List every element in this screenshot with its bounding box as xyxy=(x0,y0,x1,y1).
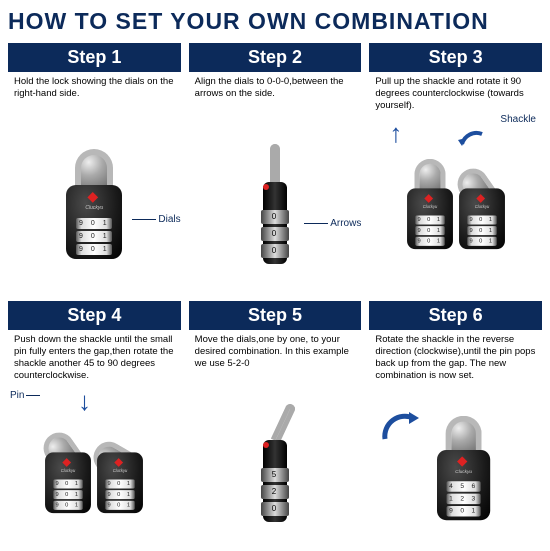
page-title: HOW TO SET YOUR OWN COMBINATION xyxy=(8,8,542,35)
step-header: Step 3 xyxy=(369,43,542,72)
steps-grid: Step 1 Hold the lock showing the dials o… xyxy=(8,43,542,551)
callout-pin: Pin xyxy=(10,390,40,401)
step-header: Step 5 xyxy=(189,301,362,330)
callout-dials: Dials xyxy=(132,214,180,225)
step-illustration: 5 2 0 xyxy=(189,374,362,551)
step-desc: Hold the lock showing the dials on the r… xyxy=(8,72,181,114)
step-1: Step 1 Hold the lock showing the dials o… xyxy=(8,43,181,293)
step-header: Step 2 xyxy=(189,43,362,72)
lock-icon: Cluckyu 9 0 19 0 19 0 1 xyxy=(96,423,145,513)
step-6: Step 6 Rotate the shackle in the reverse… xyxy=(369,301,542,551)
lock-side-icon: 5 2 0 xyxy=(261,402,289,522)
step-header: Step 6 xyxy=(369,301,542,330)
lock-side-icon: 0 0 0 xyxy=(261,144,289,264)
lock-icon: Cluckyu 4 5 6 1 2 3 9 0 1 xyxy=(435,416,492,521)
lock-icon: Cluckyu 9 0 1 9 0 1 9 0 1 xyxy=(64,149,124,259)
step-illustration: Cluckyu 4 5 6 1 2 3 9 0 1 xyxy=(369,386,542,551)
callout-shackle: Shackle xyxy=(500,114,536,125)
step-desc: Move the dials,one by one, to your desir… xyxy=(189,330,362,374)
step-desc: Push down the shackle until the small pi… xyxy=(8,330,181,386)
callout-arrows: Arrows xyxy=(304,218,361,229)
rotate-arrow-icon xyxy=(375,404,425,454)
step-2: Step 2 Align the dials to 0-0-0,between … xyxy=(189,43,362,293)
step-illustration: 0 0 0 Arrows xyxy=(189,114,362,293)
lock-icon: Cluckyu 9 0 19 0 19 0 1 xyxy=(44,423,93,513)
step-illustration: Cluckyu 9 0 19 0 19 0 1 Cluckyu 9 0 19 0… xyxy=(369,116,542,293)
step-desc: Align the dials to 0-0-0,between the arr… xyxy=(189,72,362,114)
arrow-up-icon: ↑ xyxy=(389,118,402,149)
step-4: Step 4 Push down the shackle until the s… xyxy=(8,301,181,551)
step-illustration: Cluckyu 9 0 19 0 19 0 1 Cluckyu 9 0 19 0… xyxy=(8,386,181,551)
step-5: Step 5 Move the dials,one by one, to you… xyxy=(189,301,362,551)
arrow-down-icon: ↓ xyxy=(78,386,91,417)
rotate-arrow-icon xyxy=(452,124,492,164)
step-header: Step 4 xyxy=(8,301,181,330)
step-header: Step 1 xyxy=(8,43,181,72)
lock-icon: Cluckyu 9 0 19 0 19 0 1 xyxy=(405,159,454,249)
step-desc: Rotate the shackle in the reverse direct… xyxy=(369,330,542,386)
step-desc: Pull up the shackle and rotate it 90 deg… xyxy=(369,72,542,116)
step-3: Step 3 Pull up the shackle and rotate it… xyxy=(369,43,542,293)
step-illustration: Cluckyu 9 0 1 9 0 1 9 0 1 Dials xyxy=(8,114,181,293)
lock-icon: Cluckyu 9 0 19 0 19 0 1 xyxy=(457,159,506,249)
